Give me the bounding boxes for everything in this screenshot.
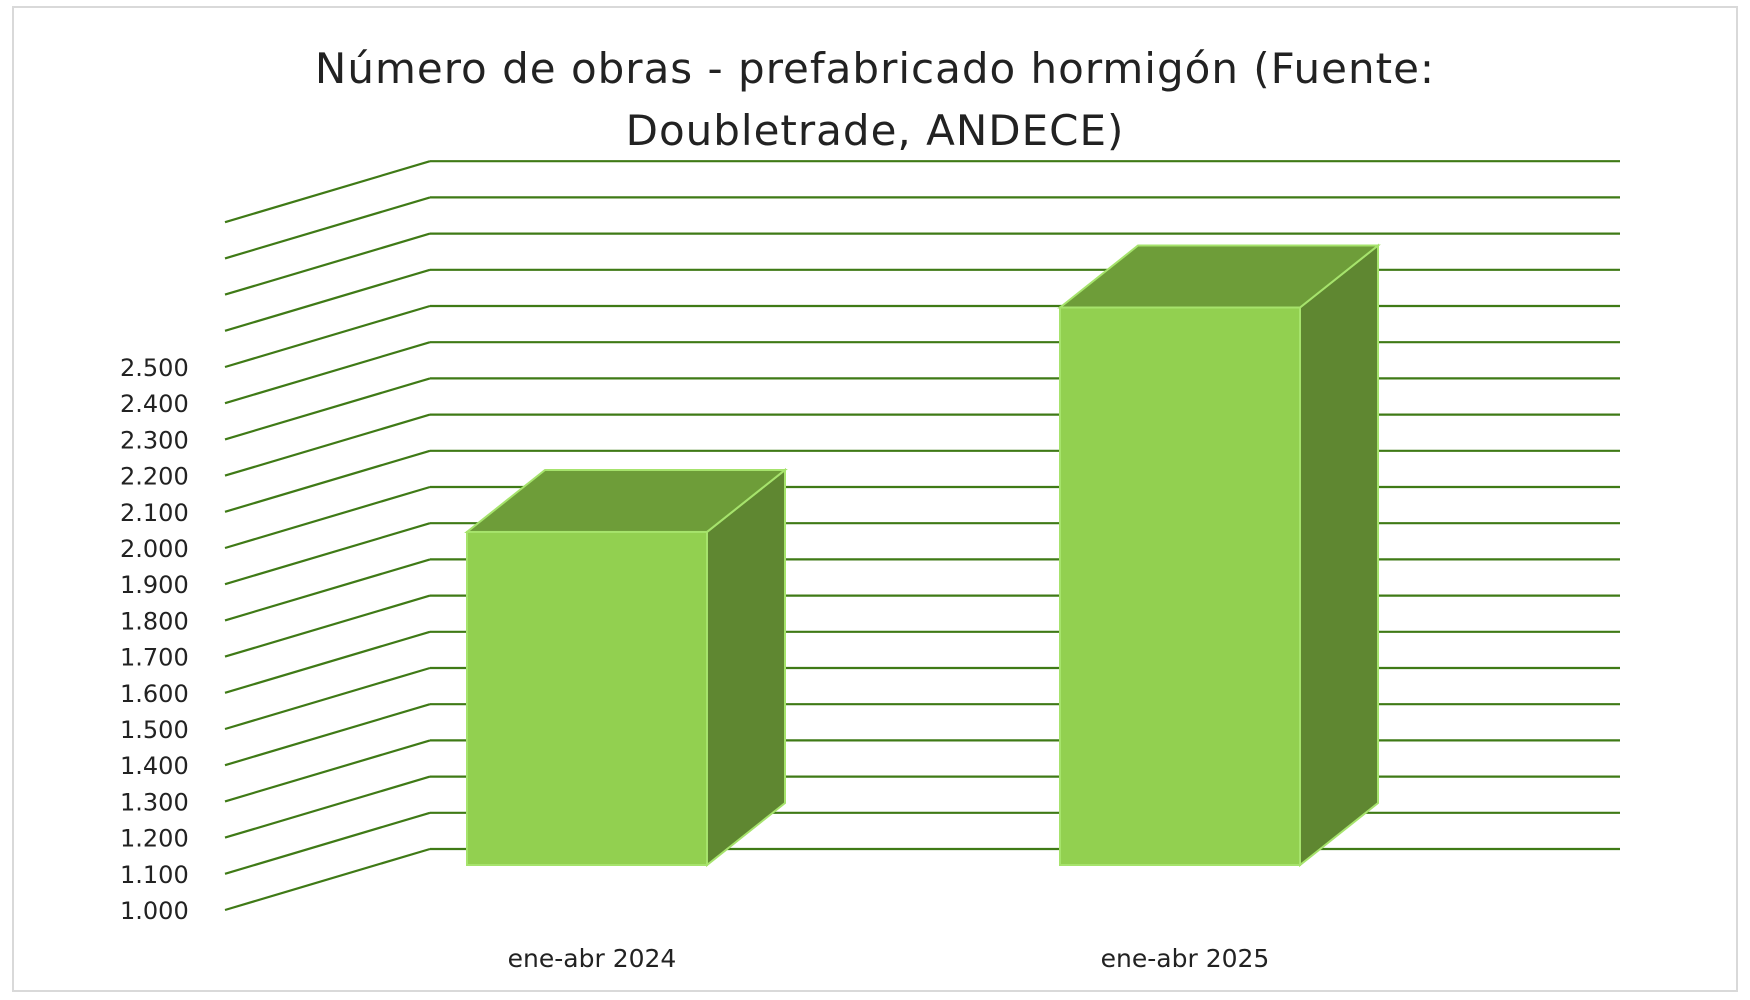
gridline-side bbox=[224, 811, 431, 875]
gridline-side bbox=[224, 847, 431, 912]
chart-title-line-2: Doubletrade, ANDECE) bbox=[625, 106, 1125, 155]
y-tick-label: 1.300 bbox=[120, 788, 189, 816]
y-tick-label: 2.500 bbox=[120, 354, 189, 382]
y-tick-label: 1.400 bbox=[120, 752, 189, 780]
y-tick-label: 1.000 bbox=[120, 897, 189, 925]
chart-title-line-1: Número de obras - prefabricado hormigón … bbox=[314, 44, 1436, 93]
y-tick-label: 1.500 bbox=[120, 716, 189, 744]
y-tick-label: 1.900 bbox=[120, 571, 189, 599]
bar-side bbox=[706, 467, 786, 868]
gridline-side bbox=[224, 377, 431, 441]
gridline-side bbox=[224, 739, 431, 803]
gridline-side bbox=[224, 160, 431, 224]
gridline-side bbox=[224, 304, 431, 369]
gridline-side bbox=[224, 594, 431, 658]
gridline-side bbox=[224, 485, 431, 550]
gridline-side bbox=[224, 196, 431, 260]
gridline-side bbox=[224, 522, 431, 586]
gridline-side bbox=[224, 630, 431, 694]
y-tick-label: 1.700 bbox=[120, 644, 189, 672]
y-tick-label: 1.200 bbox=[120, 825, 189, 853]
gridline-side bbox=[224, 341, 431, 405]
gridline-side bbox=[224, 775, 431, 839]
y-tick-label: 2.400 bbox=[120, 390, 189, 418]
gridline-side bbox=[224, 703, 431, 767]
gridline-side bbox=[224, 413, 431, 477]
chart-title: Número de obras - prefabricado hormigón … bbox=[0, 38, 1750, 162]
bar bbox=[466, 530, 708, 867]
x-tick-label: ene-abr 2024 bbox=[508, 944, 677, 973]
y-tick-label: 1.600 bbox=[120, 680, 189, 708]
y-tick-label: 2.000 bbox=[120, 535, 189, 563]
gridline-side bbox=[224, 558, 431, 622]
y-tick-label: 2.100 bbox=[120, 499, 189, 527]
gridline-side bbox=[224, 232, 431, 296]
bar bbox=[1059, 306, 1301, 866]
chart-frame bbox=[12, 6, 1738, 992]
bar-side bbox=[1299, 243, 1379, 868]
gridline-side bbox=[224, 666, 431, 731]
gridline-side bbox=[224, 449, 431, 513]
gridline-side bbox=[224, 268, 431, 332]
y-tick-label: 1.100 bbox=[120, 861, 189, 889]
y-tick-label: 1.800 bbox=[120, 607, 189, 635]
x-tick-label: ene-abr 2025 bbox=[1101, 944, 1270, 973]
y-tick-label: 2.200 bbox=[120, 463, 189, 491]
y-tick-label: 2.300 bbox=[120, 426, 189, 454]
